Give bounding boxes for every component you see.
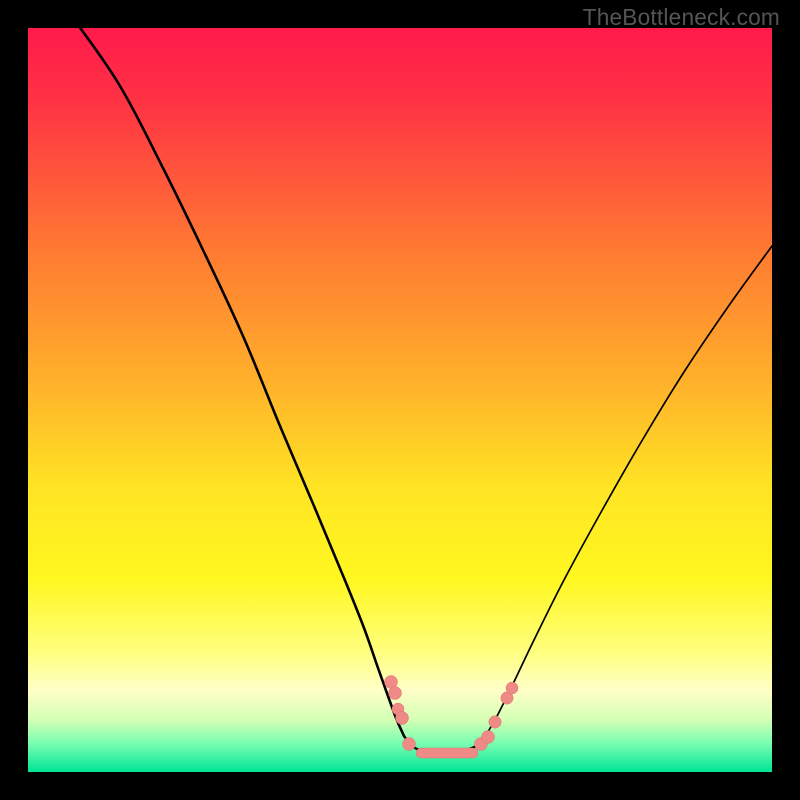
bottleneck-curve-svg bbox=[28, 28, 772, 772]
marker-dot bbox=[489, 716, 501, 728]
curve-branch bbox=[76, 28, 404, 736]
marker-dot bbox=[506, 682, 518, 694]
curve-branch bbox=[484, 246, 772, 738]
marker-dot bbox=[389, 687, 402, 700]
marker-bar bbox=[416, 748, 478, 758]
marker-dot bbox=[403, 738, 416, 751]
chart-frame: TheBottleneck.com bbox=[0, 0, 800, 800]
watermark-text: TheBottleneck.com bbox=[583, 4, 780, 31]
marker-dot bbox=[482, 731, 495, 744]
plot-area bbox=[28, 28, 772, 772]
marker-dot bbox=[396, 712, 409, 725]
